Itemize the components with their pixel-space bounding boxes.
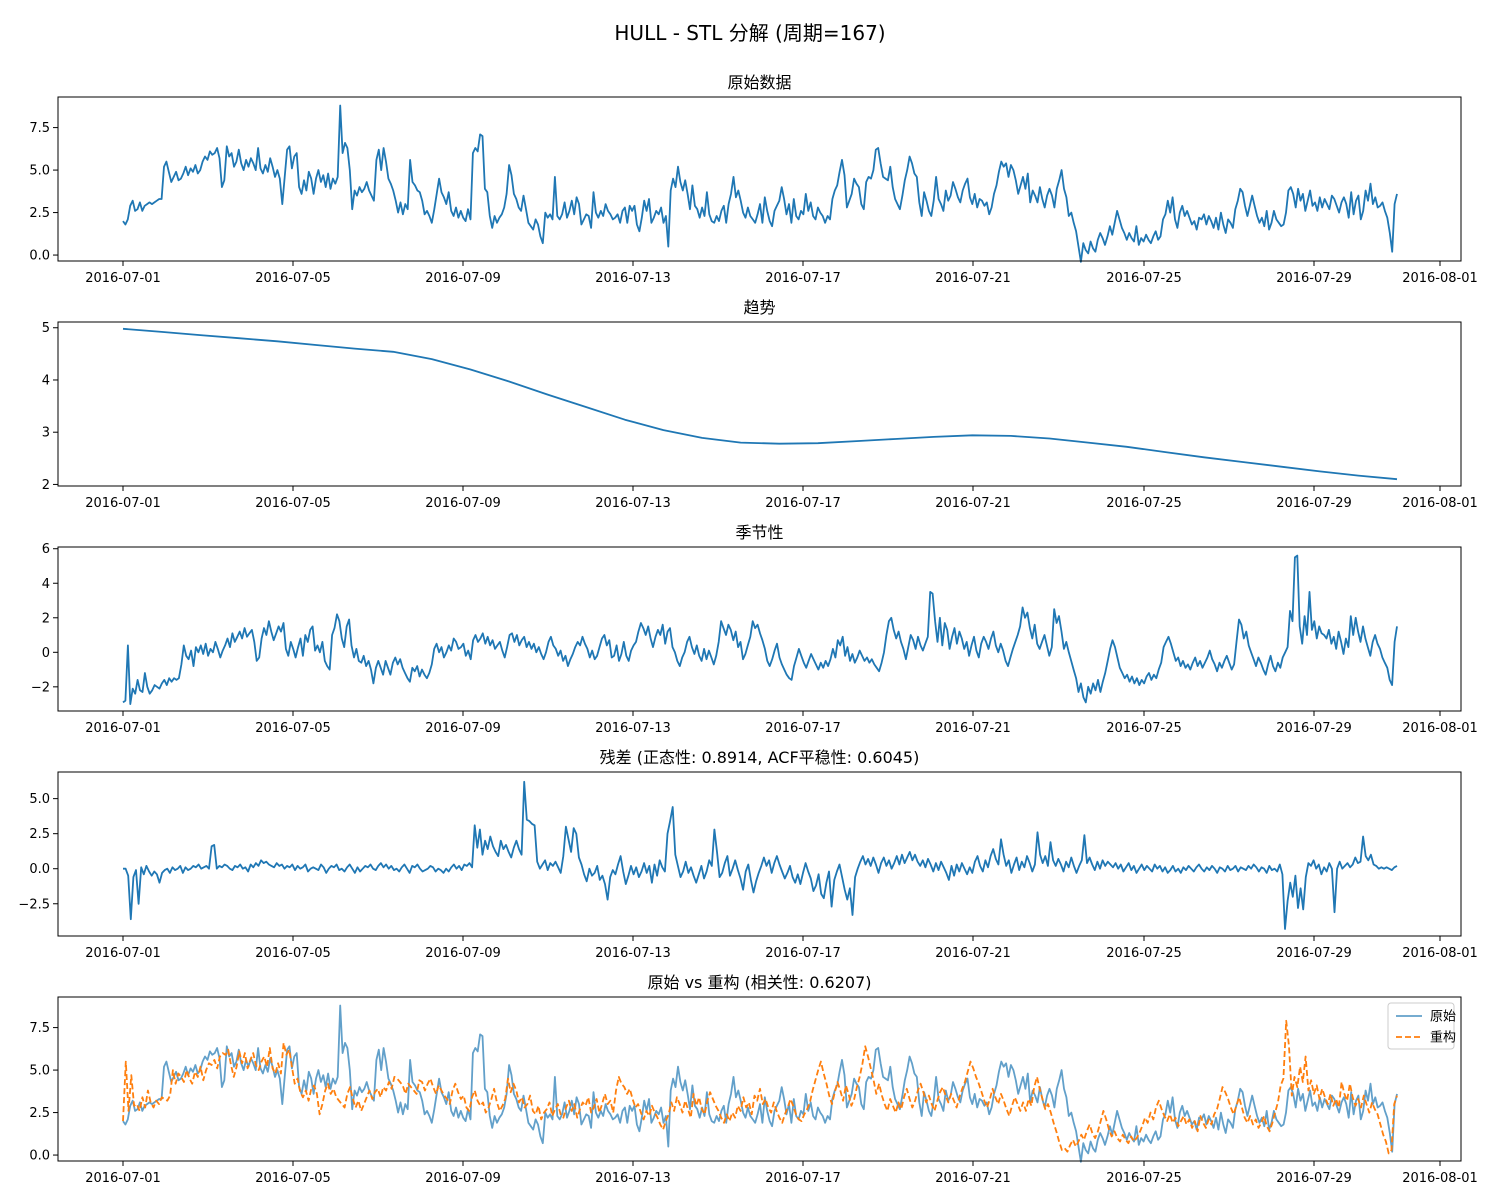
x-tick-label: 2016-07-25 (1106, 496, 1182, 511)
y-tick-label: 2 (42, 611, 50, 626)
y-tick-label: 5.0 (29, 164, 50, 179)
x-tick-label: 2016-07-17 (765, 946, 841, 961)
x-tick-label: 2016-07-21 (935, 946, 1011, 961)
x-tick-label: 2016-07-21 (935, 496, 1011, 511)
x-tick-label: 2016-07-21 (935, 1171, 1011, 1186)
y-tick-label: 0.0 (29, 1149, 50, 1164)
x-tick-label: 2016-07-09 (425, 721, 501, 736)
series-line (122, 104, 1398, 263)
x-tick-label: 2016-07-17 (765, 496, 841, 511)
x-tick-label: 2016-07-29 (1276, 271, 1352, 286)
subplot-1: 原始数据 2016-07-01 2016-07-05 2016-07-09 2016-0… (29, 73, 1477, 286)
x-tick-label: 2016-07-13 (595, 1171, 671, 1186)
y-tick-label: 0.0 (29, 249, 50, 264)
y-tick-label: 7.5 (29, 1021, 50, 1036)
x-tick-label: 2016-07-17 (765, 721, 841, 736)
x-tick-label: 2016-08-01 (1402, 721, 1478, 736)
axes-frame (57, 321, 1462, 487)
y-tick-label: 0 (42, 646, 50, 661)
axes-frame (57, 771, 1462, 937)
x-tick-label: 2016-08-01 (1402, 1171, 1478, 1186)
x-tick-label: 2016-07-25 (1106, 946, 1182, 961)
legend-box (1387, 1002, 1455, 1050)
subplot-2: 趋势 2016-07-01 2016-07-05 2016-07-09 2016-07-… (42, 298, 1478, 511)
y-tick-label: 3 (42, 426, 50, 441)
x-tick-label: 2016-07-09 (425, 496, 501, 511)
y-tick-label: 4 (42, 373, 50, 388)
legend-label: 重构 (1430, 1030, 1456, 1046)
y-tick-label: 2.5 (29, 1106, 50, 1121)
x-tick-label: 2016-07-05 (255, 721, 331, 736)
x-tick-label: 2016-07-05 (255, 496, 331, 511)
x-tick-label: 2016-07-29 (1276, 1171, 1352, 1186)
x-tick-label: 2016-07-01 (85, 496, 161, 511)
x-tick-label: 2016-07-29 (1276, 496, 1352, 511)
x-tick-label: 2016-07-01 (85, 946, 161, 961)
x-tick-label: 2016-07-21 (935, 721, 1011, 736)
y-tick-label: 7.5 (29, 121, 50, 136)
y-tick-label: 0.0 (29, 862, 50, 877)
subplot-3: 季节性 2016-07-01 2016-07-05 2016-07-09 2016-07… (31, 523, 1478, 736)
x-tick-label: 2016-07-17 (765, 1171, 841, 1186)
series-line (122, 554, 1398, 705)
axes-frame (57, 996, 1462, 1162)
series-line-原始 (122, 1004, 1398, 1163)
x-tick-label: 2016-07-05 (255, 271, 331, 286)
x-tick-label: 2016-07-21 (935, 271, 1011, 286)
x-tick-label: 2016-07-09 (425, 1171, 501, 1186)
x-tick-label: 2016-07-09 (425, 946, 501, 961)
x-tick-label: 2016-08-01 (1402, 946, 1478, 961)
series-line (123, 780, 1398, 930)
axes-frame (57, 546, 1462, 712)
x-tick-label: 2016-07-01 (85, 721, 161, 736)
y-tick-label: 2 (42, 478, 50, 493)
series-line-重构 (122, 1019, 1398, 1155)
y-tick-label: 5.0 (29, 792, 50, 807)
figure-title: HULL - STL 分解 (周期=167) (614, 21, 885, 45)
x-tick-label: 2016-07-25 (1106, 721, 1182, 736)
subplot-4: 残差 (正态性: 0.8914, ACF平稳性: 0.6045) 2016-07-… (18, 748, 1477, 961)
subplot-title: 原始数据 (727, 73, 791, 92)
series-line (122, 327, 1398, 481)
y-tick-label: 5.0 (29, 1064, 50, 1079)
subplot-title: 原始 vs 重构 (相关性: 0.6207) (647, 973, 871, 992)
y-tick-label: 2.5 (29, 206, 50, 221)
y-tick-label: 6 (42, 542, 50, 557)
y-tick-label: −2.5 (18, 897, 50, 912)
x-tick-label: 2016-07-25 (1106, 1171, 1182, 1186)
x-tick-label: 2016-07-29 (1276, 721, 1352, 736)
subplots: 原始数据 2016-07-01 2016-07-05 2016-07-09 2016-0… (18, 73, 1477, 1186)
y-tick-label: −2 (31, 680, 50, 695)
x-tick-label: 2016-07-25 (1106, 271, 1182, 286)
x-tick-label: 2016-07-13 (595, 496, 671, 511)
axes-frame (57, 96, 1462, 262)
x-tick-label: 2016-07-09 (425, 271, 501, 286)
x-tick-label: 2016-07-05 (255, 1171, 331, 1186)
x-tick-label: 2016-07-13 (595, 271, 671, 286)
y-tick-label: 2.5 (29, 827, 50, 842)
x-tick-label: 2016-08-01 (1402, 496, 1478, 511)
x-tick-label: 2016-07-13 (595, 721, 671, 736)
y-tick-label: 5 (42, 321, 50, 336)
x-tick-label: 2016-07-05 (255, 946, 331, 961)
x-tick-label: 2016-07-17 (765, 271, 841, 286)
legend-label: 原始 (1430, 1010, 1456, 1025)
subplot-5: 原始 vs 重构 (相关性: 0.6207) 2016-07-01 2016-07-… (29, 973, 1477, 1186)
x-tick-label: 2016-07-13 (595, 946, 671, 961)
x-tick-label: 2016-07-29 (1276, 946, 1352, 961)
subplot-title: 趋势 (743, 298, 775, 317)
subplot-title: 残差 (正态性: 0.8914, ACF平稳性: 0.6045) (600, 748, 920, 767)
subplot-title: 季节性 (735, 523, 783, 542)
y-tick-label: 4 (42, 577, 50, 592)
x-tick-label: 2016-07-01 (85, 1171, 161, 1186)
x-tick-label: 2016-08-01 (1402, 271, 1478, 286)
x-tick-label: 2016-07-01 (85, 271, 161, 286)
